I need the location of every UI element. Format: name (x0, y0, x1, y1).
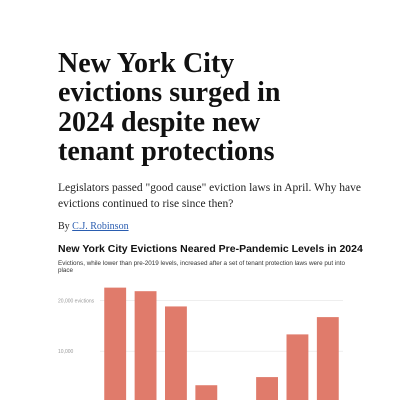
chart-subtitle: place (58, 267, 74, 274)
chart-title: New York City Evictions Neared Pre-Pande… (58, 243, 363, 255)
headline-line: tenant protections (58, 136, 275, 167)
bar (316, 317, 339, 400)
author-link[interactable]: C.J. Robinson (72, 221, 128, 232)
chart-subtitle: Evictions, while lower than pre-2019 lev… (58, 260, 346, 267)
headline-line: New York City (58, 48, 234, 79)
chart: 20,000 evictions 10,000 (58, 287, 343, 400)
bar (104, 287, 127, 400)
bar (134, 291, 157, 400)
dek-line: evictions continued to rise since then? (58, 198, 233, 210)
y-tick-label: 20,000 evictions (58, 298, 95, 304)
y-tick-label: 10,000 (58, 349, 74, 355)
byline: By C.J. Robinson (58, 221, 129, 232)
dek-line: Legislators passed "good cause" eviction… (58, 182, 361, 194)
byline-prefix: By (58, 221, 70, 232)
bar (256, 377, 278, 400)
bar (195, 385, 218, 400)
bar (286, 334, 309, 400)
headline-line: 2024 despite new (58, 107, 261, 138)
bar (165, 306, 187, 400)
headline-line: evictions surged in (58, 77, 281, 108)
